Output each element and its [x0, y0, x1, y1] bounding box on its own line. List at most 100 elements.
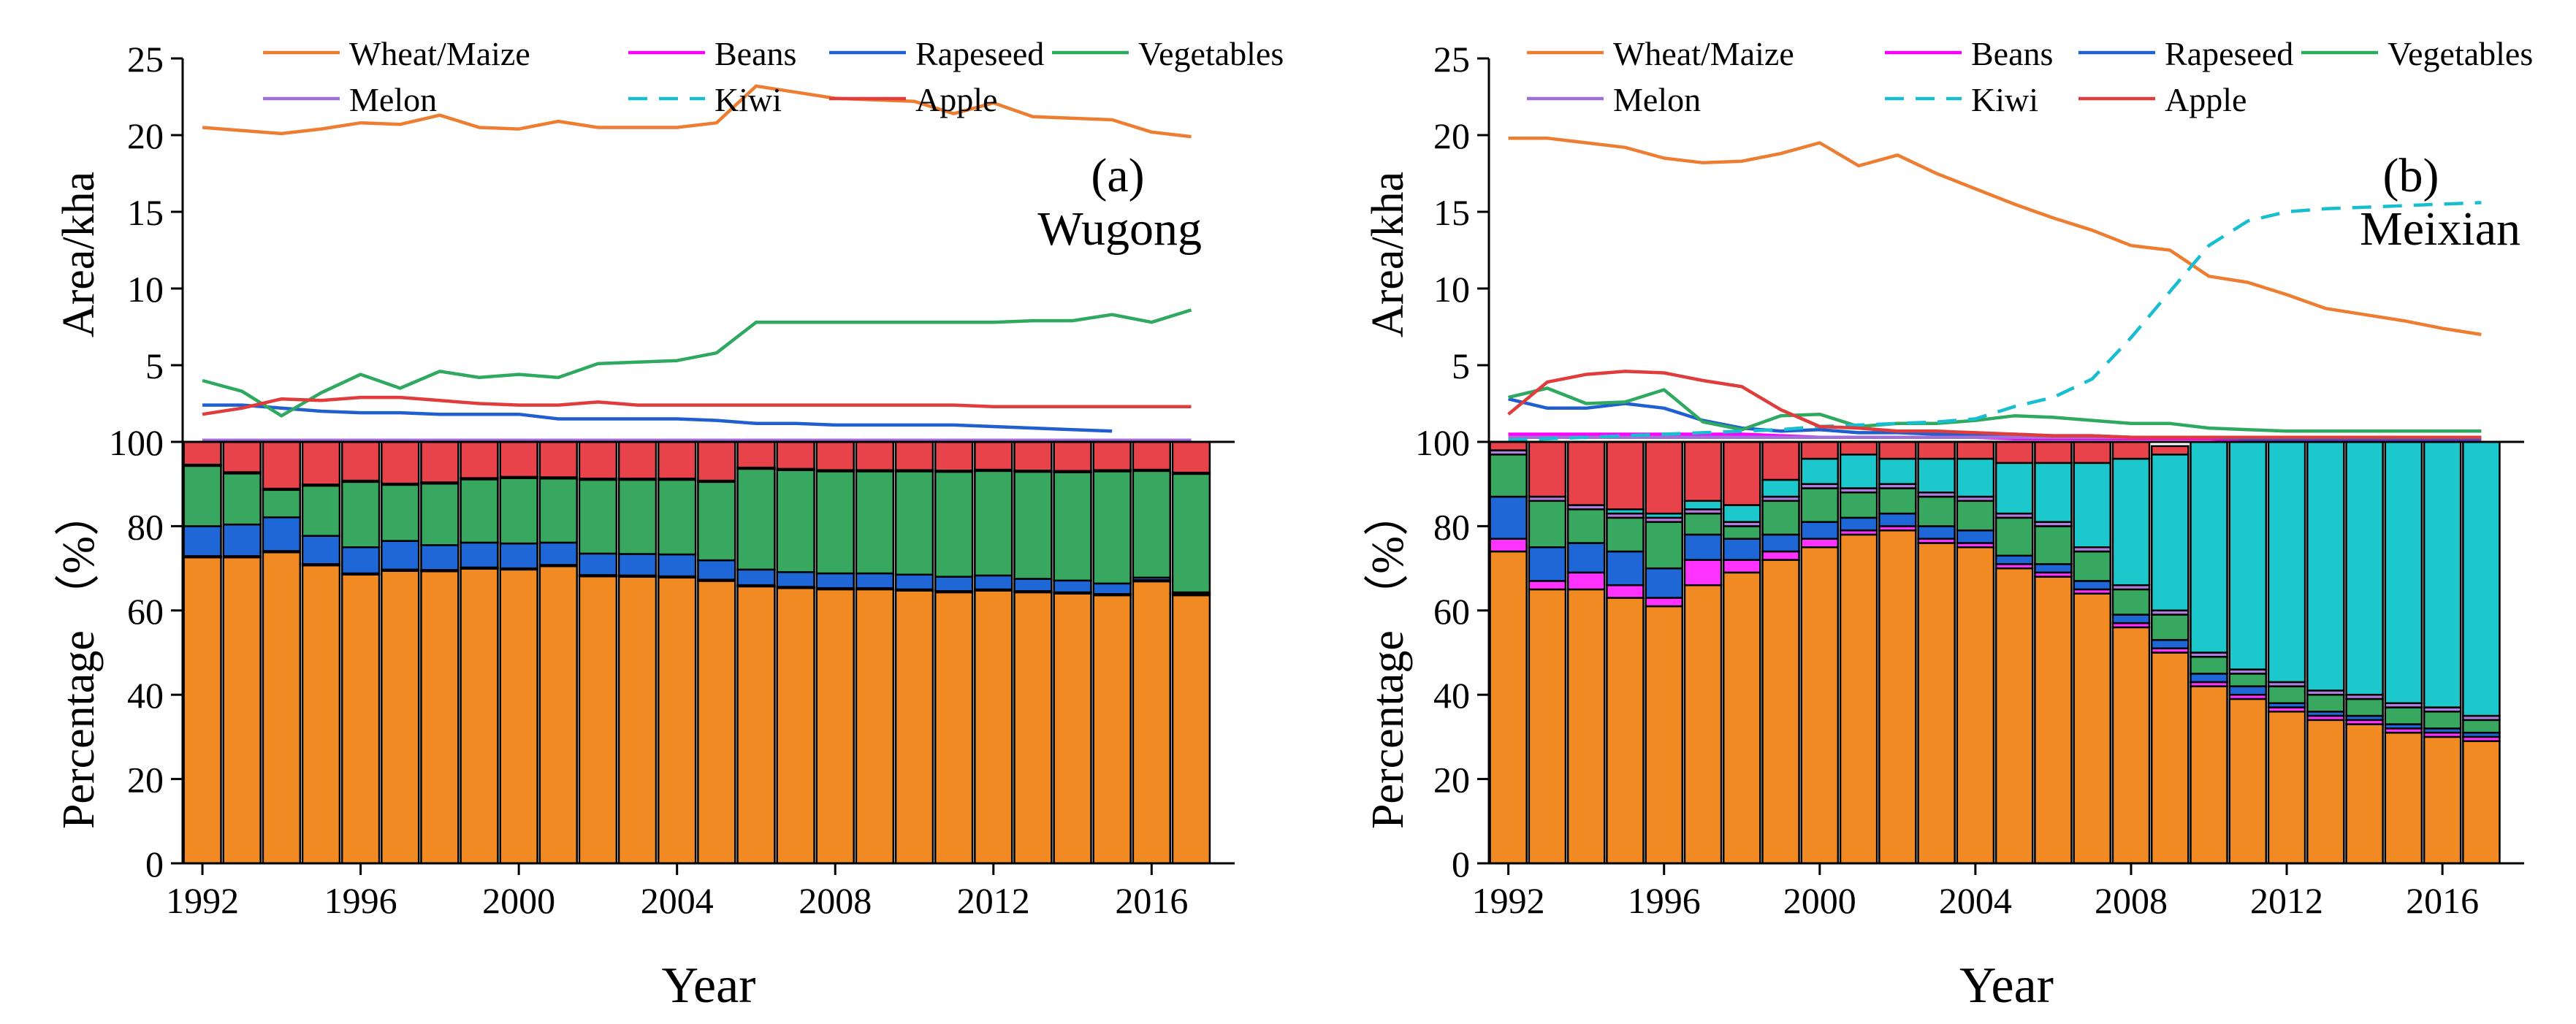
panel-b-bar-rapeseed-2011 — [2228, 685, 2268, 696]
panel-a-bar-wheat-2002 — [578, 575, 618, 865]
panel-a-bar-wheat-1999 — [460, 568, 499, 865]
panel-b-bar-rapeseed-1993 — [1528, 546, 1567, 582]
panel-b-bar-wheat-2011 — [2228, 698, 2268, 865]
panel-b-bar-apple-2002 — [1878, 440, 1917, 460]
panel-b-bar-vegetables-2015 — [2384, 706, 2423, 725]
panel-b-x-tick-label: 2008 — [2095, 880, 2168, 921]
panel-a-bar-vegetables-1999 — [460, 478, 499, 544]
panel-a-bar-wheat-1994 — [262, 551, 302, 865]
panel-a-bar-wheat-2014 — [1053, 592, 1092, 865]
panel-b-bar-vegetables-2017 — [2462, 719, 2501, 734]
panel-b-bar-vegetables-2008 — [2111, 588, 2151, 616]
panel-b-area-tick-label: 15 — [1433, 192, 1470, 233]
panel-b-bar-beans-1994 — [1566, 571, 1606, 591]
panel-a-bar-rapeseed-2007 — [776, 571, 815, 588]
panel-b-bar-kiwi-2003 — [1917, 457, 1956, 494]
panel-a-bar-wheat-1993 — [222, 556, 262, 865]
panel-a-bar-vegetables-2008 — [815, 470, 855, 575]
panel-a-bar-rapeseed-2015 — [1092, 582, 1132, 595]
panel-b-legend-label-wheat: Wheat/Maize — [1613, 35, 1794, 72]
panel-b-bar-vegetables-1993 — [1528, 500, 1567, 549]
panel-b-bar-vegetables-1999 — [1761, 500, 1800, 536]
panel-b-bar-wheat-1999 — [1761, 559, 1800, 865]
panel-b-bar-apple-1996 — [1645, 440, 1684, 515]
panel-b-area-tick-label: 20 — [1433, 115, 1470, 156]
panel-b-bar-wheat-1994 — [1566, 588, 1606, 865]
panel-b-bar-vegetables-2016 — [2423, 711, 2462, 730]
panel-b-bar-wheat-2013 — [2306, 719, 2345, 865]
panel-b-pct-axis-title: Percentage （%） — [1363, 491, 1413, 829]
panel-b-location: Meixian — [2360, 202, 2520, 256]
panel-a-bar-vegetables-1994 — [262, 489, 302, 519]
panel-a-bar-apple-2009 — [855, 440, 895, 471]
panel-b-bar-rapeseed-2005 — [1994, 554, 2034, 565]
panel-a-x-tick-label: 1992 — [166, 880, 239, 921]
panel-a-bar-wheat-2000 — [499, 568, 538, 865]
panel-a-bar-wheat-2016 — [1132, 580, 1172, 865]
panel-a-bar-wheat-1996 — [340, 573, 381, 865]
panel-a-bar-rapeseed-1992 — [183, 525, 222, 557]
panel-b-bar-beans-1993 — [1528, 580, 1567, 591]
panel-b-bar-rapeseed-1992 — [1489, 495, 1528, 540]
panel-a-bar-rapeseed-2013 — [1013, 578, 1053, 592]
panel-a-bar-rapeseed-2006 — [736, 568, 776, 586]
panel-a-bar-apple-2002 — [578, 440, 618, 480]
panel-a-bar-wheat-2011 — [934, 591, 974, 865]
panel-b-bar-kiwi-2007 — [2073, 462, 2111, 549]
panel-b-bar-vegetables-2003 — [1917, 495, 1956, 527]
panel-b-bar-beans-1996 — [1645, 597, 1684, 608]
panel-a-bar-vegetables-2015 — [1092, 470, 1132, 585]
panel-b-bar-wheat-1995 — [1606, 597, 1645, 865]
panel-a-bar-apple-2005 — [697, 440, 736, 482]
panel-b-line-apple — [1507, 370, 2482, 439]
panel-a-bar-vegetables-2001 — [538, 477, 578, 544]
panel-a-bar-apple-1992 — [183, 440, 222, 466]
panel-a-bar-apple-1993 — [222, 440, 262, 473]
panel-b-bar-wheat-2006 — [2034, 576, 2073, 865]
panel-b-bar-wheat-2010 — [2190, 685, 2228, 865]
panel-b-bar-vegetables-2002 — [1878, 487, 1917, 515]
panel-b-bar-rapeseed-1996 — [1645, 567, 1684, 599]
panel-b-legend-label-beans: Beans — [1971, 35, 2053, 72]
panel-a-area-axis-title: Area/kha — [54, 172, 104, 337]
panel-b-x-tick-label: 2016 — [2406, 880, 2479, 921]
panel-b-legend-label-kiwi: Kiwi — [1971, 81, 2038, 118]
panel-b-bar-kiwi-2005 — [1994, 462, 2034, 515]
panel-b-bar-vegetables-2005 — [1994, 516, 2034, 557]
panel-b-legend-label-melon: Melon — [1613, 81, 1701, 118]
panel-a-pct-tick-label: 60 — [127, 591, 164, 632]
panel-a-bar-wheat-2013 — [1013, 591, 1053, 865]
panel-b-bar-rapeseed-2010 — [2190, 673, 2228, 684]
panel-b-bar-rapeseed-1995 — [1606, 550, 1645, 586]
panel-a-bar-vegetables-1997 — [381, 484, 420, 542]
panel-a-bar-rapeseed-2009 — [855, 572, 895, 589]
panel-b-bar-wheat-2009 — [2150, 652, 2190, 865]
panel-b-x-tick-label: 1992 — [1472, 880, 1545, 921]
panel-b-bar-rapeseed-1997 — [1683, 533, 1723, 561]
panel-a-pct-tick-label: 20 — [127, 760, 164, 801]
panel-a-bar-vegetables-2014 — [1053, 471, 1092, 582]
panel-b-bar-beans-1999 — [1761, 550, 1800, 561]
panel-b-bar-kiwi-1998 — [1722, 504, 1761, 523]
panel-a-bar-vegetables-1995 — [301, 484, 341, 537]
panel-b-bar-kiwi-2011 — [2228, 440, 2268, 670]
panel-a-bar-vegetables-2013 — [1013, 470, 1053, 580]
panel-a-bar-apple-2017 — [1171, 440, 1211, 474]
panel-b-bar-rapeseed-2002 — [1878, 512, 1917, 527]
panel-b-bar-vegetables-2006 — [2034, 525, 2073, 565]
panel-b-bar-rapeseed-2004 — [1956, 529, 1995, 544]
panel-b-x-axis-title: Year — [1959, 958, 2054, 1014]
panel-a-bar-rapeseed-2003 — [617, 553, 658, 577]
panel-a-line-apple — [202, 395, 1192, 416]
panel-b-line-vegetables — [1508, 386, 2482, 433]
panel-b-bar-vegetables-2004 — [1956, 500, 1995, 532]
panel-b-bar-vegetables-1997 — [1683, 512, 1723, 536]
panel-a-legend-label-apple: Apple — [915, 81, 997, 118]
panel-b-area-tick-label: 5 — [1452, 345, 1470, 386]
panel-b-bar-beans-1995 — [1606, 584, 1645, 599]
panel-b-bar-kiwi-2001 — [1839, 454, 1878, 489]
panel-a-bar-vegetables-2006 — [736, 467, 776, 571]
panel-b-pct-tick-label: 100 — [1415, 422, 1470, 463]
panel-a-bar-rapeseed-2002 — [578, 552, 618, 576]
panel-a-bar-wheat-1997 — [381, 570, 420, 865]
